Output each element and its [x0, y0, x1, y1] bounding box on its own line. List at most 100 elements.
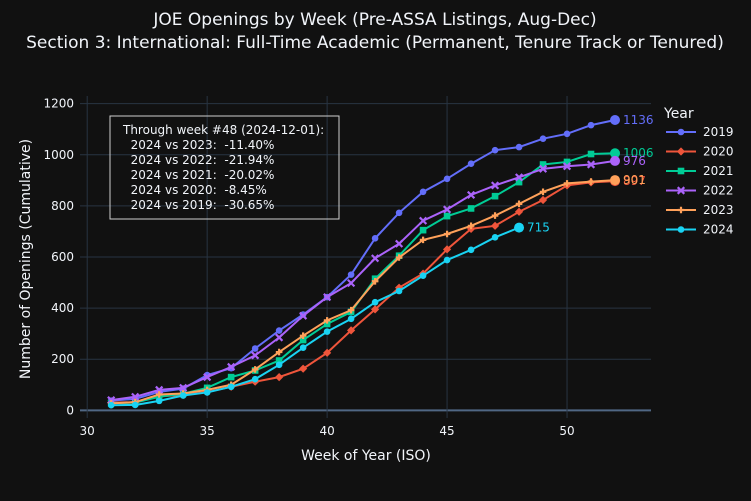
data-point — [677, 226, 685, 233]
data-point — [155, 385, 164, 394]
legend[interactable]: Year 2019 2020 2021 2022 2023 2024 — [663, 106, 734, 237]
data-point — [299, 311, 308, 320]
data-point — [227, 362, 236, 371]
data-point — [539, 188, 547, 196]
data-point — [562, 162, 572, 171]
annotation-border — [109, 115, 340, 220]
data-point — [370, 305, 380, 314]
data-point — [203, 389, 211, 396]
data-point — [491, 146, 499, 154]
data-point — [587, 178, 595, 185]
annotation-line: 2024 vs 2023: -11.40% — [123, 138, 274, 152]
data-point — [587, 150, 595, 158]
legend-label: 2022 — [703, 184, 734, 198]
data-point — [299, 336, 307, 344]
data-point — [515, 143, 523, 151]
x-tick-label: 40 — [319, 424, 334, 438]
data-point — [466, 190, 476, 199]
legend-title: Year — [663, 106, 694, 122]
series-line-2023 — [111, 179, 616, 405]
end-label-2023: 901 — [623, 173, 646, 187]
legend-item-2021[interactable]: 2021 — [666, 164, 734, 178]
data-point — [467, 205, 475, 212]
legend-label: 2024 — [703, 223, 734, 237]
data-point — [586, 160, 596, 169]
series-line-2022 — [111, 159, 616, 402]
data-point — [323, 293, 332, 302]
data-point — [371, 235, 379, 242]
legend-item-2019[interactable]: 2019 — [666, 125, 734, 139]
data-point — [443, 212, 451, 220]
data-point — [443, 230, 451, 238]
data-point — [563, 180, 571, 187]
y-tick-label: 800 — [51, 199, 74, 213]
y-axis-title: Number of Openings (Cumulative) — [18, 139, 34, 379]
legend-label: 2019 — [703, 125, 734, 139]
data-point — [371, 254, 380, 263]
x-axis-title: Week of Year (ISO) — [301, 448, 431, 464]
data-point — [155, 397, 163, 405]
end-label-2022: 976 — [623, 154, 646, 168]
data-point — [323, 317, 331, 324]
data-point — [131, 392, 140, 401]
data-point — [299, 364, 308, 373]
data-point — [347, 306, 355, 314]
data-point — [539, 135, 547, 142]
data-point — [347, 315, 355, 323]
y-tick-label: 1200 — [43, 97, 74, 111]
data-point — [514, 173, 524, 182]
data-point — [491, 234, 499, 241]
data-point — [491, 212, 499, 219]
data-point — [395, 209, 403, 217]
y-tick-label: 600 — [51, 250, 74, 264]
data-point — [203, 373, 212, 382]
data-point — [443, 256, 451, 264]
legend-item-2023[interactable]: 2023 — [666, 203, 734, 217]
end-point-2024 — [514, 222, 525, 233]
annotation-box: Through week #48 (2024-12-01): 2024 vs 2… — [109, 115, 340, 220]
data-point — [371, 298, 379, 306]
end-point-2021 — [610, 148, 621, 159]
data-point — [107, 396, 116, 405]
data-point — [467, 222, 475, 230]
data-point — [347, 278, 356, 288]
data-point — [515, 200, 523, 208]
data-point — [251, 366, 259, 373]
data-point — [275, 327, 283, 334]
data-point — [323, 320, 331, 328]
x-tick-label: 35 — [200, 424, 215, 438]
data-point — [179, 383, 188, 392]
data-point — [395, 239, 404, 248]
chart-title: JOE Openings by Week (Pre-ASSA Listings,… — [152, 10, 596, 30]
data-point — [419, 236, 427, 244]
annotation-line: Through week #48 (2024-12-01): — [122, 123, 324, 137]
data-point — [275, 348, 283, 356]
series-line-2024 — [111, 226, 520, 407]
data-point — [538, 164, 548, 173]
data-point — [395, 287, 403, 295]
data-point — [419, 188, 427, 196]
annotation-line: 2024 vs 2019: -30.65% — [123, 198, 274, 212]
data-point — [323, 348, 332, 357]
y-tick-label: 0 — [66, 403, 74, 417]
series-2023 — [107, 176, 619, 407]
legend-item-2024[interactable]: 2024 — [666, 223, 734, 237]
end-point-2019 — [610, 115, 621, 126]
legend-item-2022[interactable]: 2022 — [666, 184, 734, 198]
data-point — [677, 128, 685, 136]
data-point — [155, 391, 163, 398]
legend-item-2020[interactable]: 2020 — [666, 145, 734, 159]
data-point — [299, 344, 307, 352]
annotation-line: 2024 vs 2022: -21.94% — [123, 153, 274, 167]
grid — [80, 96, 651, 418]
data-point — [515, 178, 523, 186]
data-point — [419, 216, 428, 225]
annotation-line: 2024 vs 2021: -20.02% — [123, 168, 274, 182]
data-point — [442, 245, 452, 254]
data-point — [347, 271, 355, 278]
legend-label: 2021 — [703, 164, 734, 178]
data-point — [275, 357, 283, 364]
data-point — [251, 375, 259, 383]
